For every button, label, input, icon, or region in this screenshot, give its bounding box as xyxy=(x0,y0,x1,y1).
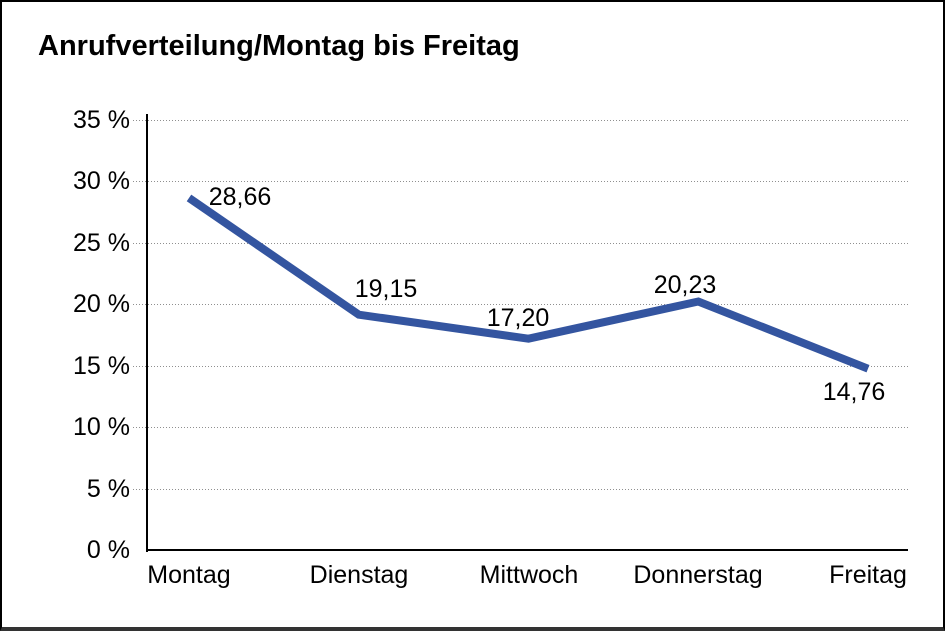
chart-title: Anrufverteilung/Montag bis Freitag xyxy=(38,30,520,62)
x-axis-category-label: Donnerstag xyxy=(633,561,763,589)
data-point-label: 28,66 xyxy=(208,183,272,211)
data-point-label: 19,15 xyxy=(354,275,418,303)
y-axis-tick-label: 20 % xyxy=(73,290,130,318)
x-axis-line xyxy=(146,549,908,551)
gridline xyxy=(133,366,908,367)
data-point-label: 14,76 xyxy=(822,378,886,406)
x-axis-category-label: Dienstag xyxy=(309,561,409,589)
y-axis-tick-label: 0 % xyxy=(86,536,130,564)
gridline xyxy=(133,489,908,490)
x-axis-category-label: Freitag xyxy=(829,561,907,589)
gridline xyxy=(133,427,908,428)
y-axis-tick-label: 30 % xyxy=(73,167,130,195)
gridline xyxy=(133,181,908,182)
x-axis-category-label: Montag xyxy=(147,561,231,589)
y-axis-tick-label: 35 % xyxy=(73,106,130,134)
series-line xyxy=(186,194,870,373)
gridline xyxy=(133,243,908,244)
y-axis-tick-label: 15 % xyxy=(73,352,130,380)
y-axis-tick-label: 10 % xyxy=(73,413,130,441)
gridline xyxy=(133,120,908,121)
y-axis-tick-label: 25 % xyxy=(73,229,130,257)
data-point-label: 20,23 xyxy=(653,271,717,299)
data-point-label: 17,20 xyxy=(486,304,550,332)
y-axis-tick-label: 5 % xyxy=(86,475,130,503)
x-axis-category-label: Mittwoch xyxy=(479,561,579,589)
y-axis-line xyxy=(146,114,148,552)
